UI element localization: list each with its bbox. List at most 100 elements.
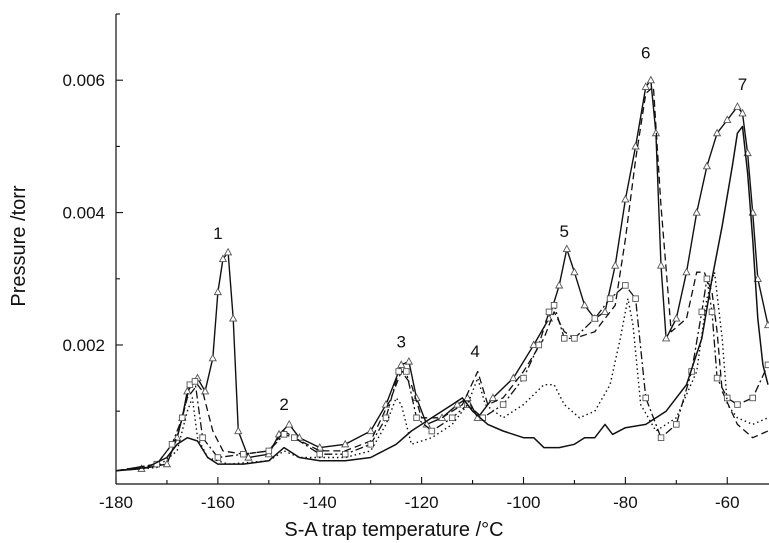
- square-marker: [535, 341, 543, 349]
- square-marker: [591, 315, 599, 322]
- triangle-marker: [509, 373, 518, 382]
- triangle-marker: [404, 356, 414, 365]
- x-tick-label: -140: [303, 493, 337, 512]
- triangle-marker: [453, 400, 462, 408]
- triangle-marker: [463, 393, 472, 401]
- triangle-marker: [661, 333, 671, 342]
- square-marker: [632, 295, 639, 302]
- y-tick-label: 0.004: [62, 204, 105, 223]
- square-marker: [199, 434, 206, 441]
- square-marker: [240, 450, 247, 458]
- triangle-marker: [641, 82, 650, 90]
- square-marker: [403, 368, 410, 375]
- square-marker: [561, 335, 568, 342]
- square-marker: [764, 361, 769, 369]
- peak-label-1: 1: [213, 224, 222, 243]
- triangle-marker: [580, 300, 589, 309]
- triangle-marker: [646, 75, 656, 84]
- square-marker: [622, 282, 629, 289]
- triangle-marker: [621, 194, 630, 203]
- triangle-marker: [488, 393, 498, 401]
- square-marker: [520, 374, 527, 382]
- triangle-marker: [366, 426, 375, 435]
- ticks-layer: -180 -160 -140 -120 -100 -80 -60 0.002 0.004 0.00…: [62, 13, 740, 512]
- square-marker: [168, 441, 176, 448]
- square-marker: [550, 302, 558, 309]
- square-marker: [657, 434, 665, 441]
- triangle-marker: [223, 247, 233, 256]
- square-marker: [395, 368, 402, 375]
- triangle-marker: [753, 274, 762, 282]
- peak-label-6: 6: [641, 43, 650, 62]
- triangle-marker: [200, 386, 210, 395]
- triangle-marker: [562, 244, 571, 253]
- triangle-marker: [397, 360, 406, 368]
- square-marker: [703, 275, 711, 283]
- triangle-marker: [529, 340, 538, 349]
- square-marker: [367, 441, 374, 448]
- square-marker: [606, 295, 614, 302]
- square-marker: [214, 454, 222, 461]
- peak-label-5: 5: [560, 222, 569, 241]
- triangle-marker: [162, 459, 172, 468]
- triangle-marker: [315, 443, 324, 451]
- square-marker: [713, 374, 721, 382]
- annotation-layer: 1 2 3 4 5 6 7: [213, 43, 747, 414]
- square-marker: [280, 431, 288, 438]
- triangle-marker: [341, 439, 350, 448]
- square-marker: [428, 427, 436, 435]
- triangle-marker: [712, 128, 722, 137]
- square-marker: [291, 434, 298, 441]
- square-marker: [316, 450, 324, 458]
- triangle-marker: [285, 419, 294, 428]
- series-line-solid: [116, 125, 769, 472]
- square-marker: [673, 421, 680, 428]
- peak-label-4: 4: [470, 342, 479, 361]
- square-marker: [265, 447, 273, 455]
- square-marker: [413, 414, 420, 422]
- series-layer: [116, 75, 769, 472]
- triangle-marker: [692, 208, 701, 216]
- triangle-marker: [733, 102, 742, 110]
- square-marker: [642, 394, 650, 402]
- series-line-dashed: [116, 86, 769, 472]
- triangle-marker: [218, 254, 228, 262]
- square-marker: [186, 381, 194, 388]
- triangle-marker: [234, 426, 243, 435]
- square-marker: [571, 335, 578, 342]
- triangle-marker: [244, 452, 253, 461]
- x-tick-label: -60: [715, 493, 740, 512]
- square-marker: [341, 450, 349, 458]
- peak-label-2: 2: [279, 395, 288, 414]
- x-tick-label: -180: [99, 493, 133, 512]
- triangle-marker: [723, 115, 732, 123]
- triangle-marker: [228, 313, 238, 322]
- square-marker: [191, 378, 199, 385]
- x-tick-label: -100: [506, 493, 540, 512]
- triangle-marker: [672, 313, 681, 322]
- x-tick-label: -120: [405, 493, 439, 512]
- series-line-dotted: [116, 271, 769, 472]
- triangle-marker: [213, 287, 223, 296]
- series-line-solid-triangles: [116, 79, 769, 472]
- x-tick-label: -80: [613, 493, 638, 512]
- triangle-marker: [172, 433, 182, 441]
- square-marker: [448, 414, 456, 422]
- triangle-marker: [208, 353, 217, 362]
- triangle-marker: [763, 320, 769, 329]
- triangle-marker: [738, 108, 747, 117]
- x-axis-title: S-A trap temperature /°C: [284, 519, 503, 541]
- square-marker: [545, 308, 553, 316]
- triangle-marker: [600, 307, 610, 315]
- square-marker: [499, 401, 507, 408]
- triangle-marker: [611, 261, 620, 269]
- triangle-marker: [702, 161, 712, 170]
- square-marker: [749, 394, 756, 402]
- square-marker: [708, 308, 716, 316]
- square-marker: [178, 414, 186, 422]
- square-marker: [734, 401, 741, 408]
- triangle-marker: [554, 280, 564, 289]
- x-tick-label: -160: [201, 493, 235, 512]
- square-marker: [698, 308, 706, 316]
